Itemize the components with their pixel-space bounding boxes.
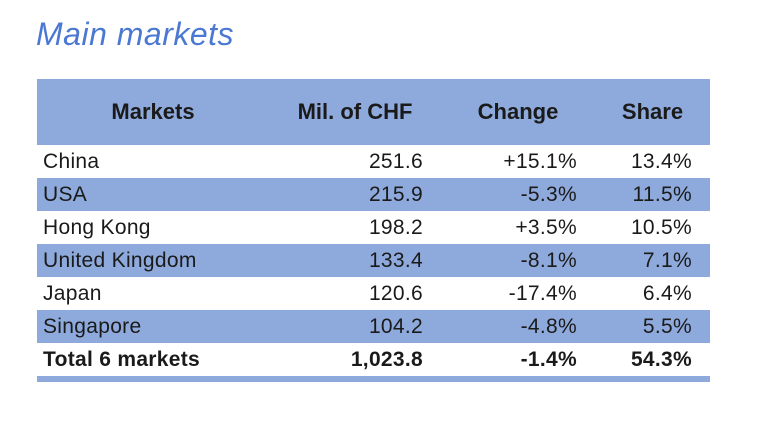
cell-share-total: 54.3% (630, 347, 692, 371)
table-row-total: Total 6 markets 1,023.8 -1.4% 54.3% (37, 343, 710, 376)
table-bottom-rule (37, 376, 710, 382)
cell-change: -8.1% (520, 248, 577, 272)
table-row-usa: USA 215.9 -5.3% 11.5% (37, 178, 710, 211)
cell-market: United Kingdom (43, 248, 197, 272)
table-row-singapore: Singapore 104.2 -4.8% 5.5% (37, 310, 710, 343)
cell-share: 11.5% (632, 182, 692, 206)
cell-chf-total: 1,023.8 (350, 347, 423, 371)
cell-market-total: Total 6 markets (43, 347, 201, 371)
column-header-change: Change (477, 99, 559, 124)
cell-share: 13.4% (630, 149, 692, 173)
cell-chf: 251.6 (368, 149, 423, 173)
cell-share: 10.5% (630, 215, 692, 239)
cell-share: 6.4% (642, 281, 692, 305)
cell-change: +3.5% (515, 215, 577, 239)
main-markets-table: Markets Mil. of CHF Change Share China 2… (37, 79, 710, 382)
column-header-markets: Markets (111, 99, 195, 124)
cell-market: Singapore (43, 314, 142, 338)
cell-chf: 104.2 (368, 314, 423, 338)
cell-market: USA (43, 182, 88, 206)
cell-market: China (43, 149, 100, 173)
column-header-chf: Mil. of CHF (297, 99, 413, 124)
cell-share: 5.5% (642, 314, 692, 338)
cell-change-total: -1.4% (520, 347, 577, 371)
cell-chf: 133.4 (368, 248, 423, 272)
cell-chf: 215.9 (368, 182, 423, 206)
cell-chf: 198.2 (368, 215, 423, 239)
cell-change: +15.1% (503, 149, 577, 173)
cell-change: -4.8% (520, 314, 577, 338)
cell-change: -5.3% (520, 182, 577, 206)
table-row-hong-kong: Hong Kong 198.2 +3.5% 10.5% (37, 211, 710, 244)
column-header-share: Share (621, 99, 684, 124)
cell-change: -17.4% (508, 281, 577, 305)
table-row-united-kingdom: United Kingdom 133.4 -8.1% 7.1% (37, 244, 710, 277)
cell-chf: 120.6 (368, 281, 423, 305)
table-row-china: China 251.6 +15.1% 13.4% (37, 145, 710, 178)
cell-share: 7.1% (642, 248, 692, 272)
cell-market: Japan (43, 281, 102, 305)
cell-market: Hong Kong (43, 215, 151, 239)
page-title: Main markets (36, 16, 235, 52)
table-row-japan: Japan 120.6 -17.4% 6.4% (37, 277, 710, 310)
table-header-row: Markets Mil. of CHF Change Share (37, 79, 710, 145)
